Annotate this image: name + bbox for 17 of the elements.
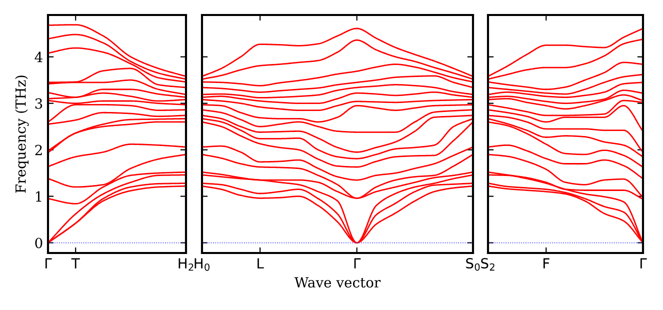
x-tick-label: L (258, 258, 264, 268)
y-tick-label: 0 (35, 238, 42, 248)
y-tick-label: 1 (36, 191, 42, 202)
y-axis-title: Frequency (THz) (15, 76, 29, 193)
x-tick-label: F (543, 258, 550, 268)
x-axis-title: Wave vector (294, 277, 381, 288)
y-tick-label: 3 (35, 98, 42, 109)
y-tick-label: 2 (35, 144, 42, 156)
x-tick-label: T (71, 258, 80, 268)
y-tick-label: 4 (34, 52, 42, 62)
x-tick-label: S$_{0}$ (466, 258, 480, 271)
x-tick-label: S$_{2}$ (481, 258, 494, 271)
x-tick-label: Γ (45, 258, 52, 268)
x-tick-label: H$_{2}$ (178, 258, 194, 271)
x-tick-label: H$_{0}$ (194, 258, 210, 271)
x-tick-label: Γ (640, 258, 647, 268)
x-tick-label: Γ (354, 258, 361, 268)
